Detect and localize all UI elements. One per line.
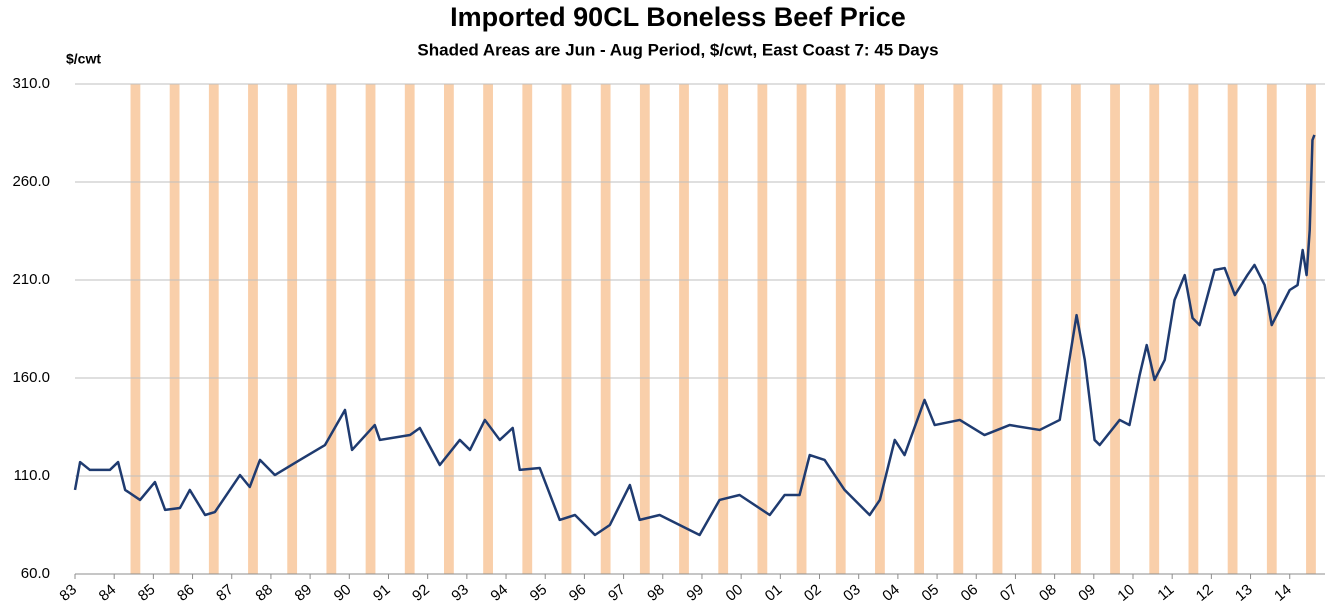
x-tick-label: 04 xyxy=(879,581,903,605)
shaded-period xyxy=(208,84,219,574)
shaded-period xyxy=(796,84,807,574)
chart-title: Imported 90CL Boneless Beef Price xyxy=(450,2,906,32)
x-tick-label: 11 xyxy=(1154,581,1177,604)
x-tick-label: 98 xyxy=(644,581,668,605)
x-tick-label: 84 xyxy=(96,581,120,605)
price-line xyxy=(73,134,1316,537)
shaded-period xyxy=(992,84,1003,574)
shaded-period xyxy=(522,84,533,574)
x-tick-label: 01 xyxy=(762,581,786,605)
x-tick-label: 09 xyxy=(1075,581,1099,605)
x-tick-label: 03 xyxy=(840,581,864,605)
shaded-period xyxy=(639,84,650,574)
x-tick-label: 99 xyxy=(683,581,707,605)
shaded-period xyxy=(1110,84,1120,574)
y-tick-label: 160.0 xyxy=(12,369,50,386)
x-tick-label: 91 xyxy=(370,581,394,605)
shaded-period xyxy=(483,84,493,574)
y-tick-label: 60.0 xyxy=(21,565,50,582)
shaded-period xyxy=(953,84,964,574)
x-tick-label: 87 xyxy=(213,581,237,605)
shaded-period xyxy=(718,84,729,574)
shaded-period xyxy=(1188,84,1199,574)
x-tick-label: 83 xyxy=(56,581,80,605)
x-tick-label: 02 xyxy=(801,581,825,605)
shaded-period xyxy=(169,84,180,574)
shaded-period xyxy=(365,84,376,574)
x-tick-label: 96 xyxy=(566,581,590,605)
shaded-period xyxy=(1031,84,1042,574)
x-tick-label: 88 xyxy=(252,581,276,605)
shaded-period xyxy=(835,84,846,574)
shaded-period xyxy=(404,84,415,574)
x-tick-label: 85 xyxy=(135,581,159,605)
shaded-period xyxy=(1266,84,1277,574)
x-tick-label: 10 xyxy=(1114,581,1138,605)
x-tick-label: 13 xyxy=(1232,581,1256,605)
shaded-period xyxy=(287,84,298,574)
shaded-period xyxy=(600,84,611,574)
x-tick-label: 06 xyxy=(958,581,982,605)
x-tick-label: 95 xyxy=(527,581,551,605)
x-tick-label: 05 xyxy=(918,581,942,605)
y-tick-label: 210.0 xyxy=(12,271,50,288)
shaded-period xyxy=(561,84,572,574)
y-tick-label: 260.0 xyxy=(12,173,50,190)
shaded-period xyxy=(914,84,925,574)
y-axis-label: $/cwt xyxy=(66,51,101,67)
x-tick-label: 92 xyxy=(409,581,433,605)
x-tick-label: 97 xyxy=(605,581,629,605)
x-tick-label: 89 xyxy=(292,581,316,605)
x-tick-label: 90 xyxy=(331,581,355,605)
x-tick-label: 86 xyxy=(174,581,198,605)
x-tick-label: 94 xyxy=(487,581,511,605)
shaded-period xyxy=(326,84,337,574)
shaded-period xyxy=(444,84,454,574)
y-tick-label: 310.0 xyxy=(12,75,50,92)
shaded-period xyxy=(679,84,689,574)
y-tick-label: 110.0 xyxy=(14,467,50,484)
chart-subtitle: Shaded Areas are Jun - Aug Period, $/cwt… xyxy=(417,40,938,59)
x-tick-label: 14 xyxy=(1271,581,1295,605)
x-tick-label: 07 xyxy=(997,581,1021,605)
shaded-period xyxy=(130,84,141,574)
shaded-period xyxy=(1227,84,1238,574)
shaded-period xyxy=(1149,84,1160,574)
shaded-period xyxy=(875,84,885,574)
shaded-period xyxy=(1070,84,1081,574)
x-tick-label: 08 xyxy=(1036,581,1060,605)
shaded-period xyxy=(757,84,768,574)
shaded-period xyxy=(248,84,258,574)
x-tick-label: 93 xyxy=(448,581,472,605)
shaded-period xyxy=(1306,84,1316,574)
x-tick-label: 12 xyxy=(1193,581,1217,605)
x-tick-label: 00 xyxy=(723,581,747,605)
